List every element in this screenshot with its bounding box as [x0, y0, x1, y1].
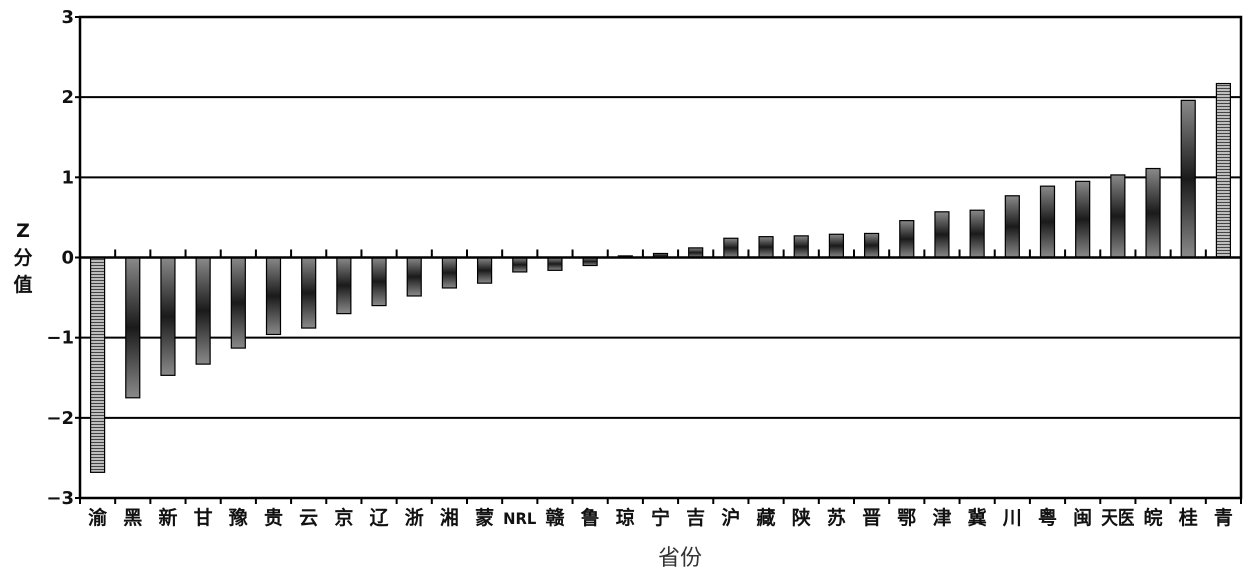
bar — [863, 232, 880, 259]
bar — [195, 256, 211, 365]
axes — [75, 15, 1243, 504]
y-tick-label: −3 — [46, 488, 74, 509]
bar — [512, 256, 528, 273]
x-axis-label: 省份 — [657, 546, 702, 571]
x-tick-label: 冀 — [968, 506, 987, 529]
x-tick-label: 闽 — [1073, 507, 1092, 529]
bar — [406, 256, 422, 297]
x-tick-label: 鲁 — [580, 506, 600, 529]
bar — [476, 256, 493, 284]
x-tick-label: 蒙 — [475, 507, 494, 529]
bars — [89, 82, 1232, 473]
bar — [934, 211, 950, 259]
bar — [899, 220, 915, 259]
y-tick-label: 1 — [61, 167, 74, 188]
bar — [547, 256, 563, 271]
x-tick-label: 青 — [1214, 507, 1233, 529]
bar — [793, 235, 809, 259]
x-tick-label: 黑 — [123, 507, 142, 529]
bar — [1039, 185, 1056, 259]
x-tick-labels: 渝黑新甘豫贵云京辽浙湘蒙 NRL 赣鲁琼宁吉沪藏陕苏晋鄂津冀川粤闽天医皖桂青 — [88, 506, 1233, 529]
x-tick-label: 吉 — [686, 506, 705, 529]
bar — [1004, 195, 1020, 259]
bar — [230, 256, 246, 349]
bar — [723, 237, 739, 259]
x-tick-label: 浙 — [405, 506, 424, 529]
x-tick-label: 鄂 — [897, 507, 916, 529]
x-tick-label: 桂 — [1178, 506, 1198, 529]
x-tick-label: 渝 — [88, 506, 108, 529]
y-tick-label: −2 — [46, 408, 74, 429]
x-tick-label: 晋 — [862, 507, 881, 529]
x-tick-label: 藏 — [757, 506, 776, 529]
y-tick-label: 2 — [61, 87, 74, 108]
bar — [969, 209, 985, 259]
x-tick-label: 贵 — [264, 507, 283, 529]
bar — [828, 233, 845, 259]
bar — [265, 256, 282, 336]
bar — [688, 247, 704, 259]
x-tick-label: 宁 — [651, 506, 670, 529]
x-tick-label: 新 — [158, 506, 177, 529]
bar — [1110, 174, 1126, 259]
bar — [1180, 99, 1196, 259]
x-tick-label: 琼 — [616, 506, 635, 529]
x-tick-label: 陕 — [792, 506, 811, 529]
y-tick-labels: 3 2 1 0 −1 −2 −3 — [46, 7, 74, 509]
bar — [1075, 180, 1091, 259]
bar — [89, 256, 106, 473]
x-tick-label: 苏 — [827, 506, 846, 529]
bar — [336, 256, 352, 315]
y-tick-label: −1 — [46, 328, 74, 349]
bar — [125, 256, 141, 399]
x-tick-label: 粤 — [1038, 506, 1057, 529]
x-tick-label: 豫 — [229, 506, 248, 529]
bar — [371, 256, 387, 307]
x-tick-label: 云 — [299, 507, 318, 529]
x-tick-label: 沪 — [721, 506, 740, 529]
bar — [441, 256, 458, 289]
x-tick-label: 皖 — [1144, 506, 1163, 529]
bar — [758, 236, 774, 259]
bar — [1215, 82, 1232, 259]
x-tick-label: 赣 — [545, 506, 565, 529]
y-tick-label: 3 — [61, 7, 74, 28]
x-tick-label: 湘 — [440, 506, 459, 529]
x-tick-label: 津 — [932, 506, 951, 529]
x-tick-label: 京 — [334, 506, 353, 529]
y-tick-label: 0 — [61, 248, 74, 269]
bar — [160, 256, 176, 376]
x-tick-label: 川 — [1002, 507, 1022, 529]
x-tick-label: 辽 — [370, 507, 389, 529]
bar — [301, 256, 317, 329]
bar — [1145, 167, 1161, 259]
x-tick-label: 甘 — [194, 507, 213, 529]
x-tick-label: NRL — [503, 509, 536, 528]
x-tick-label: 天医 — [1101, 507, 1134, 529]
